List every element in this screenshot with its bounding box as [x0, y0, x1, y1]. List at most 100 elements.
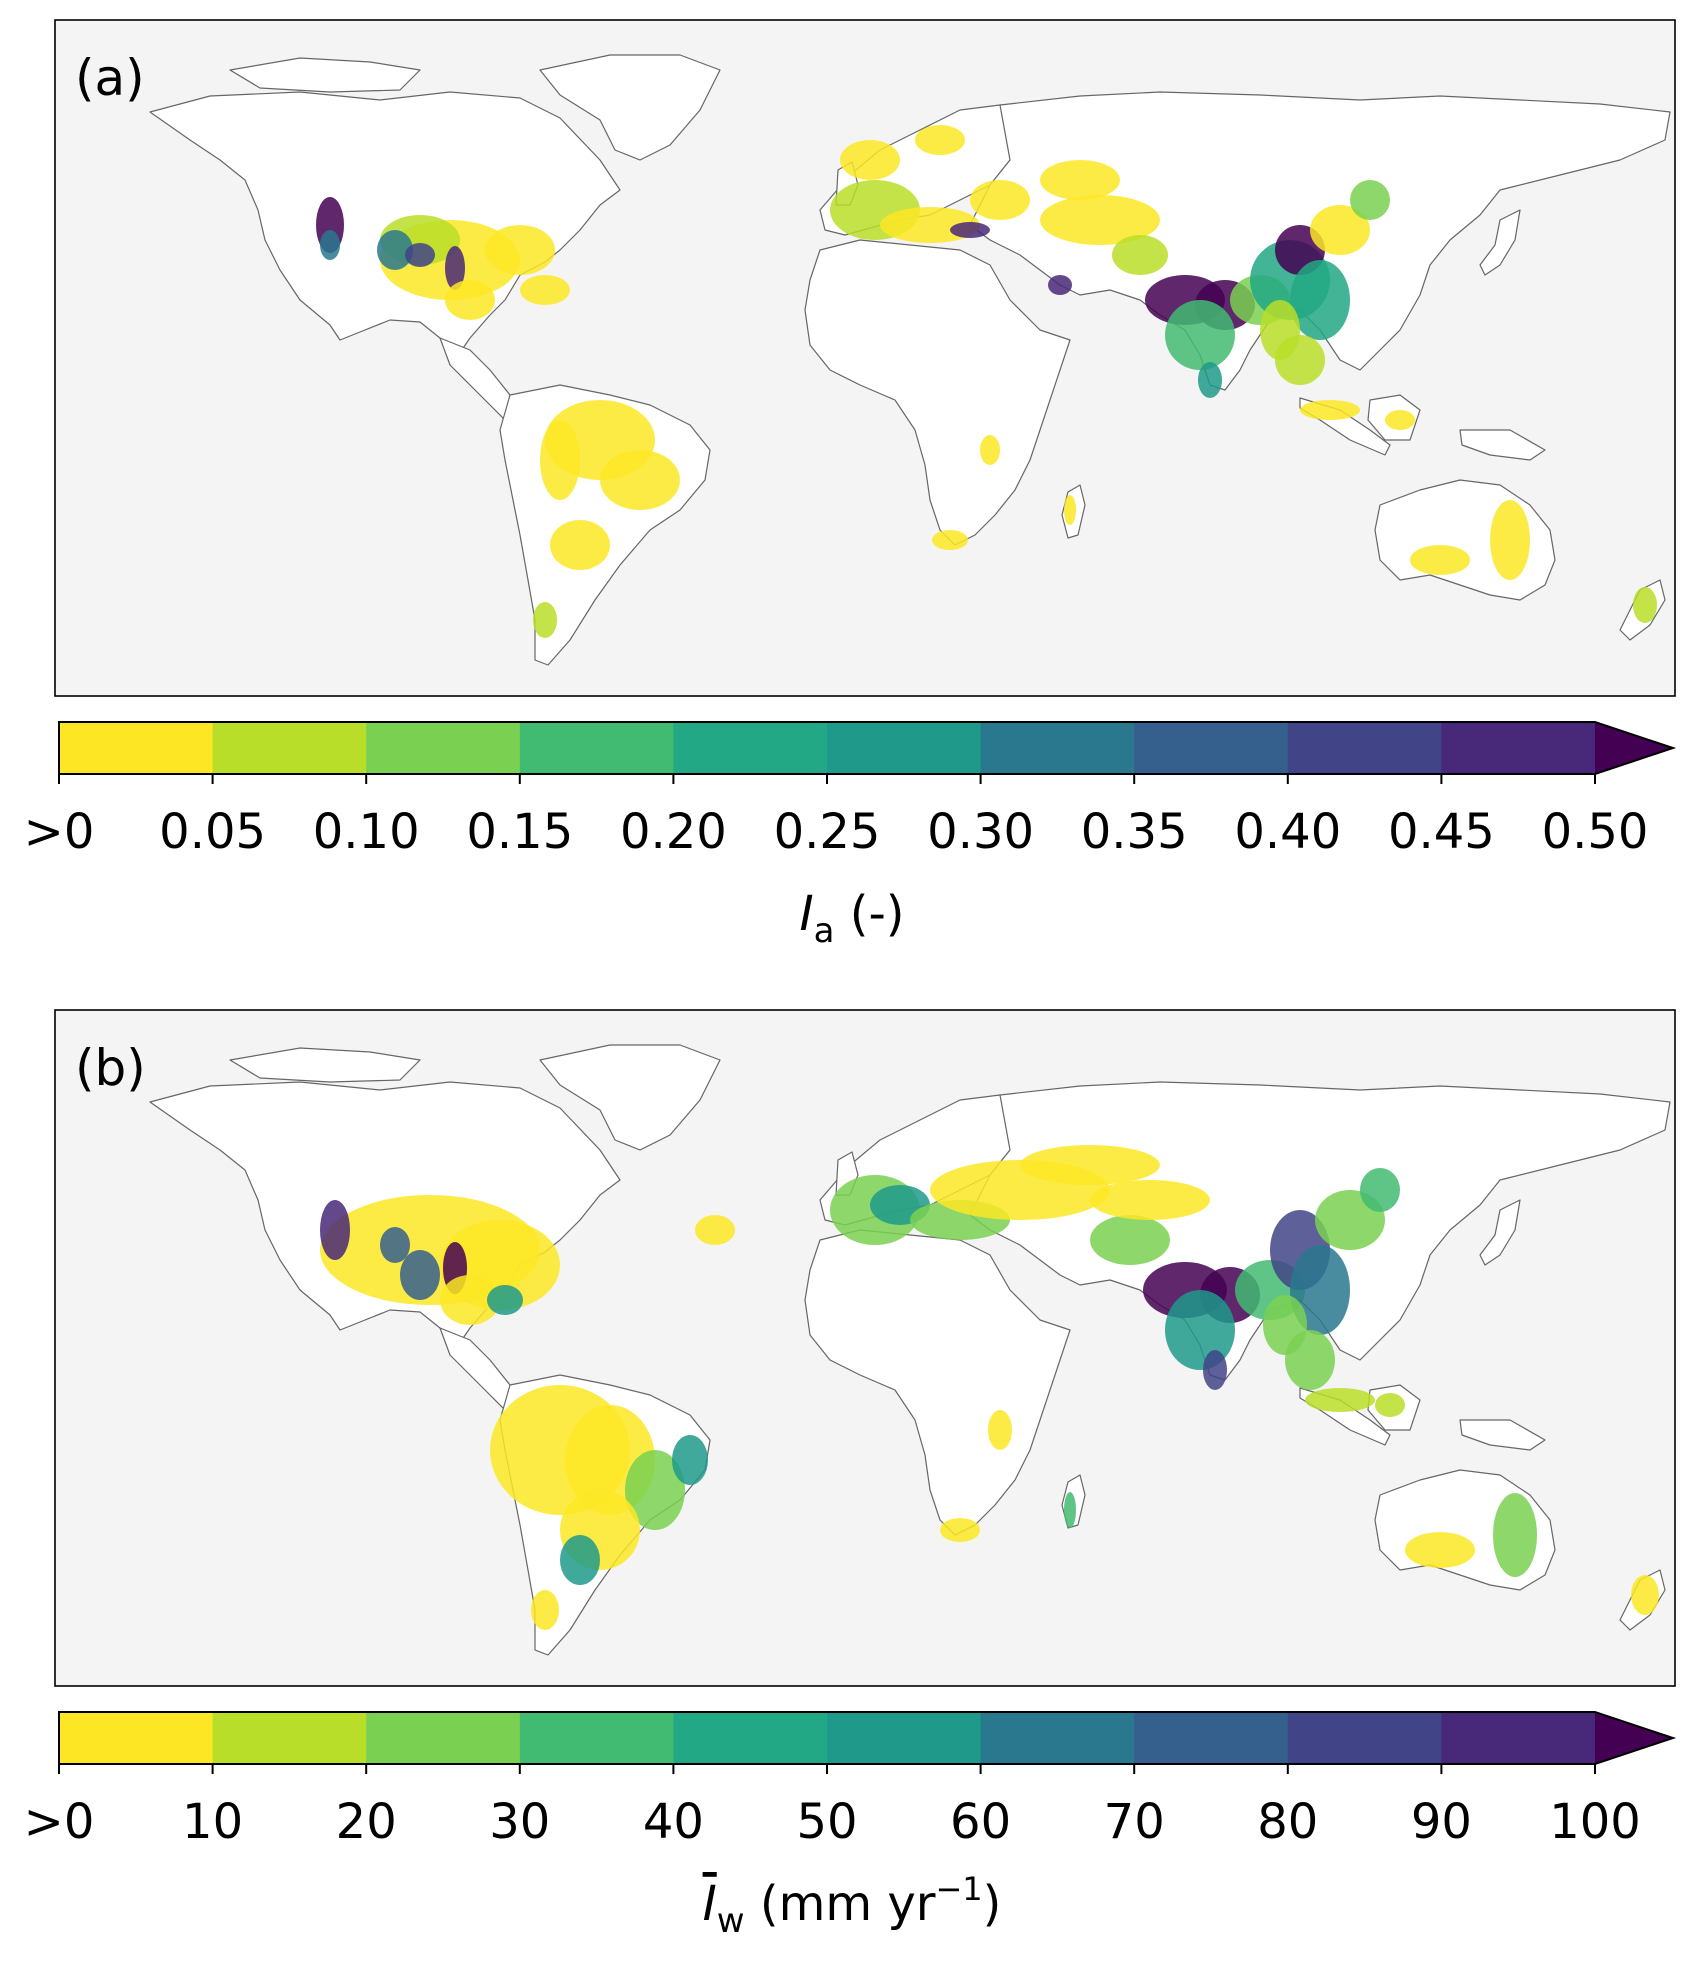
irrigation-patch: [1040, 160, 1120, 200]
irrigation-patch: [1048, 275, 1072, 295]
colorbar-bin: [59, 1712, 214, 1764]
irrigation-patch: [695, 1215, 735, 1245]
irrigation-patch: [970, 180, 1030, 220]
irrigation-patch: [485, 225, 555, 275]
irrigation-patch: [487, 1285, 523, 1315]
colorbar-outline: [58, 721, 1677, 775]
colorbar-bin: [1134, 722, 1289, 774]
colorbar-bin: [1287, 1712, 1442, 1764]
irrigation-patch: [1350, 180, 1390, 220]
colorbar-bin: [212, 722, 367, 774]
colorbar-title-close: ): [983, 1876, 1002, 1932]
panel-b: (b) >0 10 20 30 40 50 60 70 80 90 100 Iw (mm yr−1): [0, 990, 1700, 1963]
colorbar-tick-label: 10: [182, 1794, 243, 1850]
irrigation-patch: [560, 1535, 600, 1585]
landmass-greenland: [539, 1044, 721, 1151]
colorbar-tick-label: 0.10: [313, 804, 420, 860]
colorbar-title-symbol: I: [799, 886, 813, 942]
irrigation-patch: [380, 1227, 410, 1263]
irrigation-patch: [1290, 1245, 1350, 1335]
colorbar-title: Ia (-): [799, 886, 904, 951]
colorbar-title-units: (mm yr: [745, 1876, 936, 1932]
irrigation-patch: [1385, 410, 1415, 430]
irrigation-patch: [932, 530, 968, 550]
map-panel-a-svg: (a) >0 0.05 0.10 0.15 0.20 0.25 0.30 0.35 0.40 0.…: [24, 19, 1677, 951]
colorbar-bin: [212, 1712, 367, 1764]
colorbar-title-symbol: I: [703, 1876, 717, 1932]
colorbar-tick-label: 30: [489, 1794, 550, 1850]
irrigation-patch: [1631, 1575, 1659, 1615]
irrigation-patch: [445, 280, 495, 320]
colorbar-tick-label: 40: [643, 1794, 704, 1850]
colorbar-bin: [1134, 1712, 1289, 1764]
irrigation-patch: [1275, 335, 1325, 385]
irrigation-patch: [600, 450, 680, 510]
colorbar-bin: [1287, 722, 1442, 774]
irrigation-patch: [840, 140, 900, 180]
colorbar-bin: [1441, 1712, 1596, 1764]
colorbar-title: Iw (mm yr−1): [703, 1870, 1002, 1941]
colorbar-title-subscript: w: [717, 1901, 745, 1941]
irrigation-patch: [915, 125, 965, 155]
irrigation-patch: [1360, 1168, 1400, 1212]
colorbar-extend-arrow: [1595, 1712, 1673, 1764]
irrigation-patch: [1198, 362, 1222, 398]
colorbar-tick-label: 0.35: [1081, 804, 1188, 860]
irrigation-patch: [440, 1275, 500, 1325]
colorbar-bin: [519, 1712, 674, 1764]
irrigation-patch: [1165, 300, 1235, 370]
irrigation-patch: [1090, 1215, 1170, 1265]
irrigation-patch: [1493, 1493, 1537, 1577]
irrigation-patch: [1064, 495, 1076, 525]
irrigation-patch: [1040, 195, 1160, 245]
colorbar-bin: [59, 722, 214, 774]
continents-a: [149, 54, 1671, 666]
colorbar-outline: [58, 1711, 1677, 1765]
irrigation-patch: [550, 520, 610, 570]
colorbar-title-subscript: a: [814, 911, 835, 951]
irrigation-patch: [320, 230, 340, 260]
irrigation-patch: [1405, 1532, 1475, 1568]
colorbar-tick-label: 0.50: [1542, 804, 1649, 860]
colorbar-tick-label: 0.40: [1234, 804, 1341, 860]
irrigation-patch: [540, 420, 580, 500]
colorbar-extend-arrow: [1595, 722, 1673, 774]
irrigation-patch: [940, 1518, 980, 1542]
irrigation-patch: [1375, 1393, 1405, 1417]
irrigation-patch: [1064, 1492, 1076, 1528]
landmass-japan: [1479, 1199, 1521, 1266]
colorbar-tick-label: 0.25: [774, 804, 881, 860]
irrigation-patch: [625, 1450, 685, 1530]
irrigation-patch: [533, 602, 557, 638]
colorbar-tick-label: 0.05: [159, 804, 266, 860]
colorbar-tick-label: 90: [1411, 1794, 1472, 1850]
landmass-new-guinea: [1459, 429, 1546, 461]
colorbar-tick-label: >0: [24, 1794, 95, 1850]
colorbar-a: >0 0.05 0.10 0.15 0.20 0.25 0.30 0.35 0.40 0.45 0.…: [24, 721, 1677, 951]
landmass-north-america: [149, 91, 621, 361]
colorbar-tick-label: 0.20: [620, 804, 727, 860]
landmass-arctic-islands: [229, 57, 421, 93]
colorbar-tick-label: 20: [336, 1794, 397, 1850]
colorbar-bin: [519, 722, 674, 774]
irrigation-patch: [1633, 587, 1657, 623]
colorbar-tick-label: 0.15: [466, 804, 573, 860]
irrigation-patch: [320, 1200, 350, 1260]
colorbar-tick-label: 60: [950, 1794, 1011, 1850]
colorbar-bin: [673, 722, 828, 774]
colorbar-b: >0 10 20 30 40 50 60 70 80 90 100 Iw (mm yr−1): [24, 1711, 1677, 1941]
landmass-japan: [1479, 209, 1521, 276]
irrigation-patch: [1300, 400, 1360, 420]
irrigation-patch: [980, 435, 1000, 465]
irrigation-patch: [1305, 1388, 1375, 1412]
colorbar-title-units: (-): [834, 886, 904, 942]
landmass-greenland: [539, 54, 721, 161]
map-panel-b-svg: (b) >0 10 20 30 40 50 60 70 80 90 100 Iw (mm yr−1): [24, 1009, 1677, 1941]
colorbar-tick-label: 50: [796, 1794, 857, 1850]
irrigation-overlay-b: [320, 1145, 1659, 1630]
irrigation-patch: [672, 1435, 708, 1485]
colorbar-tick-label: 100: [1549, 1794, 1641, 1850]
colorbar-bin: [366, 1712, 521, 1764]
irrigation-patch: [531, 1590, 559, 1630]
colorbar-bin: [980, 1712, 1135, 1764]
